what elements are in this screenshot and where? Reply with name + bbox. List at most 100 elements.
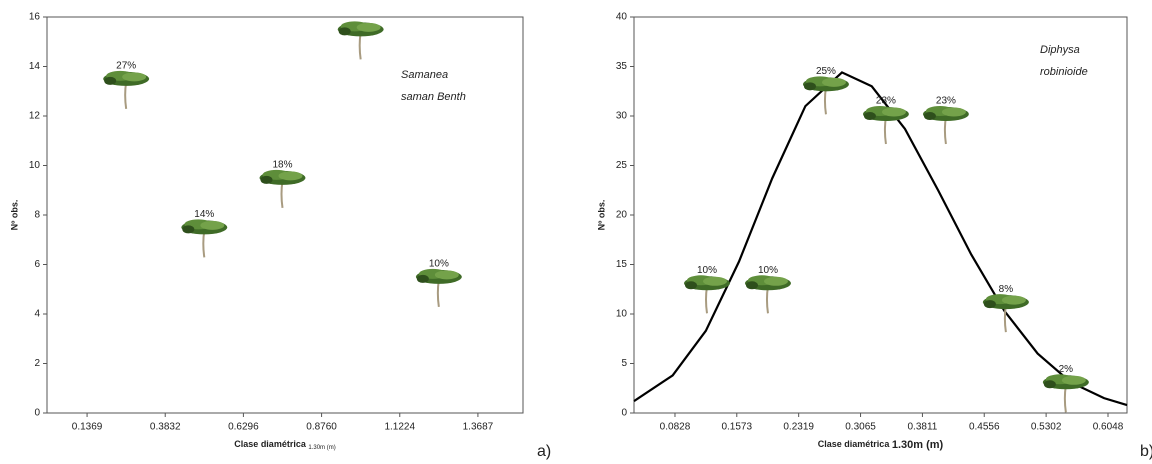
y-tick-label: 10 xyxy=(616,309,628,320)
value-label: 14% xyxy=(194,209,214,220)
tree-canopy xyxy=(821,77,846,87)
x-axis-label-sub: 1.30m (m) xyxy=(892,439,944,451)
tree-canopy xyxy=(416,274,429,283)
tree-marker xyxy=(922,106,969,145)
x-tick-label: 0.4556 xyxy=(969,422,1000,433)
tree-trunk xyxy=(124,81,128,110)
tree-trunk xyxy=(1063,385,1067,413)
y-tick-label: 6 xyxy=(34,259,40,270)
tree-marker xyxy=(337,21,384,60)
y-tick-label: 8 xyxy=(34,210,40,221)
tree-canopy xyxy=(200,220,225,230)
annotation: Samanea xyxy=(401,69,448,81)
tree-marker xyxy=(1042,374,1089,413)
x-tick-label: 0.3832 xyxy=(150,422,181,433)
tree-canopy xyxy=(1001,295,1026,305)
value-label: 10% xyxy=(697,265,717,276)
y-tick-label: 30 xyxy=(616,111,628,122)
x-axis-label-sub: 1.30m (m) xyxy=(308,445,335,451)
tree-canopy xyxy=(122,72,147,82)
panel-label: b) xyxy=(1140,443,1152,460)
x-tick-label: 0.8760 xyxy=(306,422,337,433)
x-tick-label: 0.1369 xyxy=(72,422,103,433)
value-label: 8% xyxy=(999,284,1014,295)
annotation: Diphysa xyxy=(1040,44,1080,56)
tree-canopy xyxy=(745,281,758,290)
x-tick-label: 0.5302 xyxy=(1031,422,1062,433)
tree-canopy xyxy=(763,276,788,286)
tree-marker xyxy=(802,76,849,115)
x-tick-label: 1.1224 xyxy=(384,422,415,433)
x-axis-label-main: Clase diamétrica xyxy=(818,439,891,449)
x-tick-label: 1.3687 xyxy=(463,422,494,433)
y-tick-label: 15 xyxy=(616,259,628,270)
tree-canopy xyxy=(1061,375,1086,385)
tree-trunk xyxy=(202,230,206,258)
tree-marker xyxy=(982,294,1029,333)
tree-canopy xyxy=(923,112,936,121)
tree-marker xyxy=(862,106,909,145)
value-label: 18% xyxy=(272,160,292,171)
x-tick-label: 0.6296 xyxy=(228,422,259,433)
x-tick-label: 0.0828 xyxy=(660,422,691,433)
y-tick-label: 25 xyxy=(616,160,628,171)
tree-canopy xyxy=(434,270,459,280)
x-axis-label: Clase diamétrica 1.30m (m) xyxy=(234,439,335,450)
y-tick-label: 2 xyxy=(34,358,40,369)
x-tick-label: 0.3065 xyxy=(845,422,876,433)
x-axis-label-main: Clase diamétrica xyxy=(234,439,307,449)
tree-trunk xyxy=(436,279,440,308)
x-tick-label: 0.1573 xyxy=(721,422,752,433)
tree-marker xyxy=(744,275,791,314)
x-tick-label: 0.2319 xyxy=(783,422,814,433)
tree-canopy xyxy=(1043,380,1056,389)
tree-canopy xyxy=(338,27,351,36)
x-axis-label: Clase diamétrica 1.30m (m) xyxy=(818,439,944,451)
y-tick-label: 14 xyxy=(29,61,41,72)
tree-canopy xyxy=(685,281,698,290)
value-label: 25% xyxy=(816,66,836,77)
value-label: 27% xyxy=(116,61,136,72)
annotation: robinioide xyxy=(1040,66,1088,78)
y-tick-label: 5 xyxy=(621,358,627,369)
tree-trunk xyxy=(883,116,887,145)
y-tick-label: 16 xyxy=(29,12,41,23)
annotation: saman Benth xyxy=(401,91,466,103)
tree-canopy xyxy=(881,107,906,117)
tree-trunk xyxy=(823,87,827,115)
y-tick-label: 35 xyxy=(616,61,628,72)
y-axis-label: Nº obs. xyxy=(596,200,606,231)
tree-trunk xyxy=(358,32,362,60)
tree-trunk xyxy=(280,180,284,209)
tree-marker xyxy=(684,275,731,314)
y-tick-label: 0 xyxy=(34,408,40,419)
y-tick-label: 4 xyxy=(34,309,40,320)
tree-canopy xyxy=(260,175,273,184)
x-tick-label: 0.3811 xyxy=(908,422,938,433)
tree-canopy xyxy=(703,276,728,286)
tree-trunk xyxy=(705,286,708,314)
y-axis-label: Nº obs. xyxy=(9,200,19,231)
tree-marker xyxy=(415,268,462,308)
value-label: 2% xyxy=(1059,364,1074,375)
x-tick-label: 0.6048 xyxy=(1093,422,1124,433)
fit-curve xyxy=(633,71,1128,407)
tree-marker xyxy=(181,219,228,258)
tree-canopy xyxy=(941,107,966,117)
tree-canopy xyxy=(104,76,117,85)
tree-canopy xyxy=(182,225,195,234)
panel-label: a) xyxy=(537,443,551,460)
tree-marker xyxy=(259,169,306,209)
value-label: 23% xyxy=(876,96,896,107)
tree-marker xyxy=(103,70,150,110)
y-tick-label: 20 xyxy=(616,210,628,221)
tree-canopy xyxy=(863,112,876,121)
tree-canopy xyxy=(803,82,816,91)
value-label: 10% xyxy=(429,259,449,270)
y-tick-label: 0 xyxy=(621,408,627,419)
tree-trunk xyxy=(1003,304,1007,333)
tree-canopy xyxy=(983,300,996,309)
tree-canopy xyxy=(278,171,303,181)
y-tick-label: 12 xyxy=(29,111,41,122)
